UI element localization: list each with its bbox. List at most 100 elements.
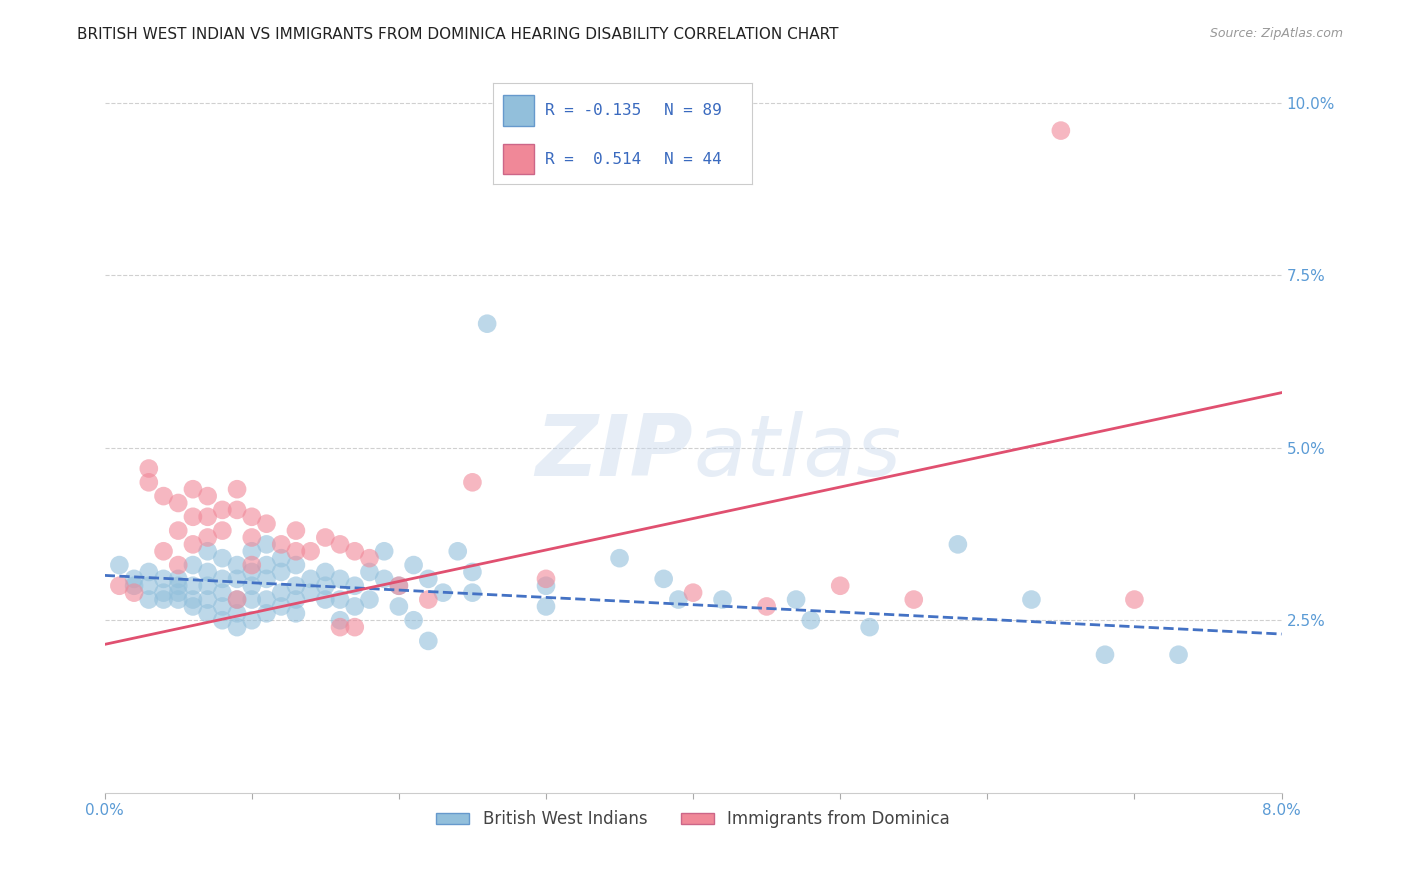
Point: [197, 531, 219, 545]
Point: [388, 579, 411, 593]
Point: [329, 537, 352, 551]
Point: [122, 572, 145, 586]
Text: atlas: atlas: [693, 411, 901, 494]
Point: [475, 317, 498, 331]
Point: [373, 572, 395, 586]
Point: [152, 572, 174, 586]
Point: [256, 537, 278, 551]
Point: [534, 579, 557, 593]
Point: [152, 544, 174, 558]
Point: [167, 524, 190, 538]
Point: [226, 482, 249, 496]
Point: [240, 592, 263, 607]
Point: [240, 579, 263, 593]
Point: [666, 592, 689, 607]
Point: [682, 585, 704, 599]
Point: [256, 516, 278, 531]
Point: [402, 613, 425, 627]
Point: [197, 607, 219, 621]
Point: [461, 475, 484, 490]
Text: ZIP: ZIP: [536, 411, 693, 494]
Point: [226, 592, 249, 607]
Point: [359, 565, 381, 579]
Point: [785, 592, 807, 607]
Point: [256, 558, 278, 572]
Point: [211, 551, 233, 566]
Point: [226, 620, 249, 634]
Point: [138, 475, 160, 490]
Point: [299, 572, 322, 586]
Legend: British West Indians, Immigrants from Dominica: British West Indians, Immigrants from Do…: [429, 804, 957, 835]
Point: [946, 537, 969, 551]
Point: [329, 572, 352, 586]
Point: [270, 551, 292, 566]
Point: [270, 565, 292, 579]
Point: [447, 544, 470, 558]
Point: [314, 579, 336, 593]
Point: [859, 620, 882, 634]
Point: [197, 509, 219, 524]
Point: [402, 558, 425, 572]
Point: [108, 579, 131, 593]
Point: [181, 509, 204, 524]
Point: [343, 579, 366, 593]
Point: [167, 558, 190, 572]
Point: [343, 620, 366, 634]
Point: [122, 579, 145, 593]
Point: [152, 489, 174, 503]
Point: [418, 572, 440, 586]
Point: [211, 572, 233, 586]
Point: [240, 531, 263, 545]
Point: [240, 544, 263, 558]
Point: [800, 613, 823, 627]
Point: [284, 524, 307, 538]
Point: [181, 482, 204, 496]
Point: [181, 579, 204, 593]
Point: [167, 496, 190, 510]
Point: [343, 599, 366, 614]
Point: [138, 592, 160, 607]
Point: [314, 565, 336, 579]
Point: [461, 585, 484, 599]
Point: [240, 558, 263, 572]
Point: [211, 613, 233, 627]
Point: [240, 565, 263, 579]
Point: [418, 634, 440, 648]
Text: Source: ZipAtlas.com: Source: ZipAtlas.com: [1209, 27, 1343, 40]
Point: [343, 544, 366, 558]
Point: [284, 558, 307, 572]
Point: [181, 599, 204, 614]
Point: [1050, 123, 1073, 137]
Point: [270, 599, 292, 614]
Point: [903, 592, 925, 607]
Point: [329, 592, 352, 607]
Point: [211, 599, 233, 614]
Point: [270, 585, 292, 599]
Point: [329, 613, 352, 627]
Point: [1167, 648, 1189, 662]
Point: [461, 565, 484, 579]
Point: [197, 592, 219, 607]
Point: [226, 572, 249, 586]
Point: [284, 607, 307, 621]
Point: [226, 592, 249, 607]
Point: [329, 620, 352, 634]
Point: [1021, 592, 1043, 607]
Point: [138, 461, 160, 475]
Text: BRITISH WEST INDIAN VS IMMIGRANTS FROM DOMINICA HEARING DISABILITY CORRELATION C: BRITISH WEST INDIAN VS IMMIGRANTS FROM D…: [77, 27, 839, 42]
Point: [652, 572, 675, 586]
Point: [240, 509, 263, 524]
Point: [211, 503, 233, 517]
Point: [152, 585, 174, 599]
Point: [167, 585, 190, 599]
Point: [830, 579, 852, 593]
Point: [284, 579, 307, 593]
Point: [197, 565, 219, 579]
Point: [418, 592, 440, 607]
Point: [388, 579, 411, 593]
Point: [755, 599, 778, 614]
Point: [181, 537, 204, 551]
Point: [240, 613, 263, 627]
Point: [534, 599, 557, 614]
Point: [181, 592, 204, 607]
